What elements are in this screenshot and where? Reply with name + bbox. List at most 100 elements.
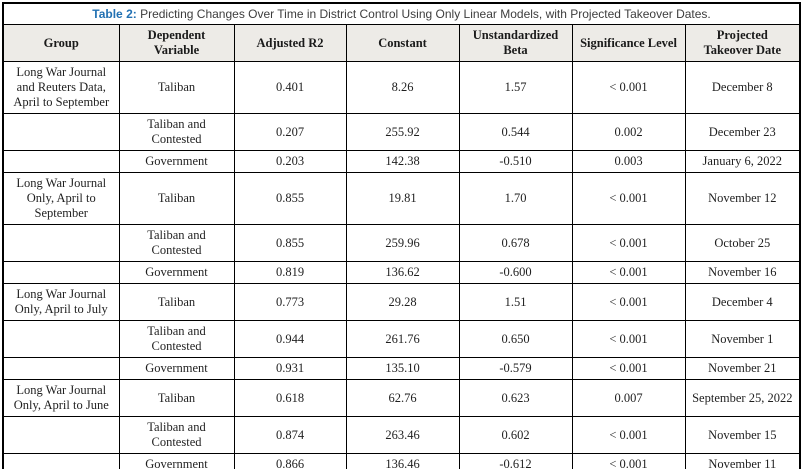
table-row: Long War Journal Only, April to July Tal… (2, 283, 801, 321)
group-cell (2, 113, 120, 151)
takeover-date-cell: November 11 (684, 453, 801, 469)
dependent-variable-cell: Taliban and Contested (118, 113, 235, 151)
adjusted-r2-cell: 0.944 (233, 320, 347, 358)
unstandardized-beta-cell: -0.612 (458, 453, 573, 469)
constant-cell: 62.76 (345, 379, 460, 417)
takeover-date-cell: September 25, 2022 (684, 379, 801, 417)
table-row: Government 0.866 136.46 -0.612 < 0.001 N… (2, 453, 801, 469)
unstandardized-beta-cell: 0.650 (458, 320, 573, 358)
constant-cell: 255.92 (345, 113, 460, 151)
unstandardized-beta-cell: -0.579 (458, 357, 573, 380)
unstandardized-beta-cell: 1.57 (458, 61, 573, 114)
table-row: Government 0.931 135.10 -0.579 < 0.001 N… (2, 357, 801, 380)
significance-level-cell: < 0.001 (571, 357, 686, 380)
table-title-text: Predicting Changes Over Time in District… (136, 7, 711, 21)
unstandardized-beta-cell: 0.602 (458, 416, 573, 454)
constant-cell: 29.28 (345, 283, 460, 321)
constant-cell: 142.38 (345, 150, 460, 173)
unstandardized-beta-cell: 0.544 (458, 113, 573, 151)
table-title-label: Table 2: (92, 7, 137, 21)
constant-cell: 259.96 (345, 224, 460, 262)
adjusted-r2-cell: 0.819 (233, 261, 347, 284)
table-row: Taliban and Contested 0.207 255.92 0.544… (2, 113, 801, 151)
constant-cell: 136.62 (345, 261, 460, 284)
takeover-date-cell: December 4 (684, 283, 801, 321)
column-header-projected-takeover-date: Projected Takeover Date (684, 24, 801, 62)
significance-level-cell: 0.007 (571, 379, 686, 417)
group-cell: Long War Journal Only, April to June (2, 379, 120, 417)
significance-level-cell: < 0.001 (571, 416, 686, 454)
constant-cell: 135.10 (345, 357, 460, 380)
constant-cell: 19.81 (345, 172, 460, 225)
takeover-date-cell: October 25 (684, 224, 801, 262)
table-title: Table 2: Predicting Changes Over Time in… (2, 2, 801, 25)
column-header-dependent-variable: Dependent Variable (118, 24, 235, 62)
column-header-unstandardized-beta: Unstandardized Beta (458, 24, 573, 62)
takeover-date-cell: January 6, 2022 (684, 150, 801, 173)
table-row: Taliban and Contested 0.874 263.46 0.602… (2, 416, 801, 454)
constant-cell: 263.46 (345, 416, 460, 454)
adjusted-r2-cell: 0.618 (233, 379, 347, 417)
significance-level-cell: < 0.001 (571, 61, 686, 114)
constant-cell: 8.26 (345, 61, 460, 114)
dependent-variable-cell: Government (118, 150, 235, 173)
takeover-date-cell: December 8 (684, 61, 801, 114)
table-row: Government 0.203 142.38 -0.510 0.003 Jan… (2, 150, 801, 173)
group-cell (2, 150, 120, 173)
significance-level-cell: < 0.001 (571, 453, 686, 469)
table-row: Taliban and Contested 0.855 259.96 0.678… (2, 224, 801, 262)
dependent-variable-cell: Taliban (118, 172, 235, 225)
dependent-variable-cell: Taliban (118, 61, 235, 114)
adjusted-r2-cell: 0.773 (233, 283, 347, 321)
takeover-date-cell: November 15 (684, 416, 801, 454)
significance-level-cell: < 0.001 (571, 172, 686, 225)
significance-level-cell: < 0.001 (571, 283, 686, 321)
group-cell (2, 416, 120, 454)
group-cell (2, 453, 120, 469)
dependent-variable-cell: Government (118, 357, 235, 380)
group-cell: Long War Journal and Reuters Data, April… (2, 61, 120, 114)
adjusted-r2-cell: 0.866 (233, 453, 347, 469)
dependent-variable-cell: Taliban (118, 379, 235, 417)
adjusted-r2-cell: 0.401 (233, 61, 347, 114)
group-cell: Long War Journal Only, April to Septembe… (2, 172, 120, 225)
column-header-group: Group (2, 24, 120, 62)
table-row: Government 0.819 136.62 -0.600 < 0.001 N… (2, 261, 801, 284)
significance-level-cell: < 0.001 (571, 224, 686, 262)
dependent-variable-cell: Government (118, 453, 235, 469)
takeover-date-cell: November 1 (684, 320, 801, 358)
unstandardized-beta-cell: -0.600 (458, 261, 573, 284)
table-row: Long War Journal Only, April to June Tal… (2, 379, 801, 417)
takeover-date-cell: November 21 (684, 357, 801, 380)
unstandardized-beta-cell: -0.510 (458, 150, 573, 173)
dependent-variable-cell: Government (118, 261, 235, 284)
unstandardized-beta-cell: 0.623 (458, 379, 573, 417)
table-header-row: Group Dependent Variable Adjusted R2 Con… (2, 24, 801, 62)
takeover-date-cell: November 16 (684, 261, 801, 284)
dependent-variable-cell: Taliban and Contested (118, 320, 235, 358)
table-row: Long War Journal Only, April to Septembe… (2, 172, 801, 225)
unstandardized-beta-cell: 1.70 (458, 172, 573, 225)
table-title-row: Table 2: Predicting Changes Over Time in… (2, 2, 801, 25)
significance-level-cell: 0.003 (571, 150, 686, 173)
adjusted-r2-cell: 0.931 (233, 357, 347, 380)
group-cell (2, 261, 120, 284)
takeover-date-cell: November 12 (684, 172, 801, 225)
table-row: Long War Journal and Reuters Data, April… (2, 61, 801, 114)
significance-level-cell: < 0.001 (571, 320, 686, 358)
adjusted-r2-cell: 0.207 (233, 113, 347, 151)
takeover-date-cell: December 23 (684, 113, 801, 151)
column-header-significance-level: Significance Level (571, 24, 686, 62)
significance-level-cell: < 0.001 (571, 261, 686, 284)
adjusted-r2-cell: 0.203 (233, 150, 347, 173)
adjusted-r2-cell: 0.855 (233, 224, 347, 262)
table-body: Long War Journal and Reuters Data, April… (2, 61, 801, 469)
unstandardized-beta-cell: 1.51 (458, 283, 573, 321)
group-cell (2, 357, 120, 380)
table-row: Taliban and Contested 0.944 261.76 0.650… (2, 320, 801, 358)
dependent-variable-cell: Taliban and Contested (118, 224, 235, 262)
column-header-constant: Constant (345, 24, 460, 62)
dependent-variable-cell: Taliban (118, 283, 235, 321)
